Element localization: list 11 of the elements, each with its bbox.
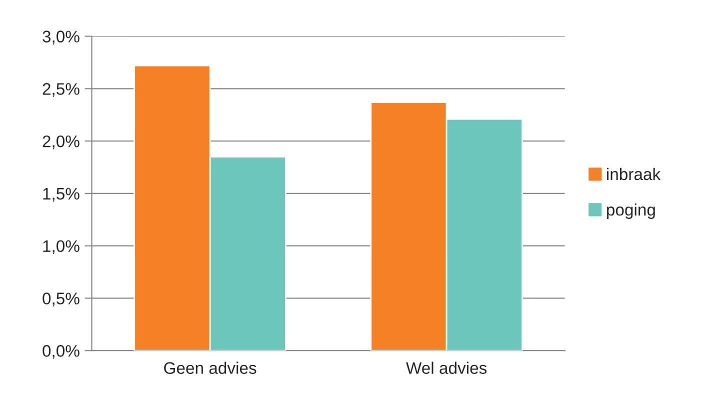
y-tick-label: 1,5%: [43, 188, 80, 202]
legend-label: inbraak: [607, 168, 661, 180]
y-tick-label: 1,0%: [43, 240, 80, 254]
y-tick-label: 2,5%: [42, 83, 80, 97]
x-tick-label: Wel advies: [406, 362, 487, 374]
y-tick-label: 0,5%: [42, 292, 80, 306]
y-tick-label: 2,0%: [42, 135, 80, 150]
y-tick-label: 0,0%: [42, 345, 80, 359]
x-tick-label: Geen advies: [164, 362, 256, 374]
y-tick-label: 3,0%: [42, 30, 80, 44]
legend-label: poging: [607, 203, 655, 219]
